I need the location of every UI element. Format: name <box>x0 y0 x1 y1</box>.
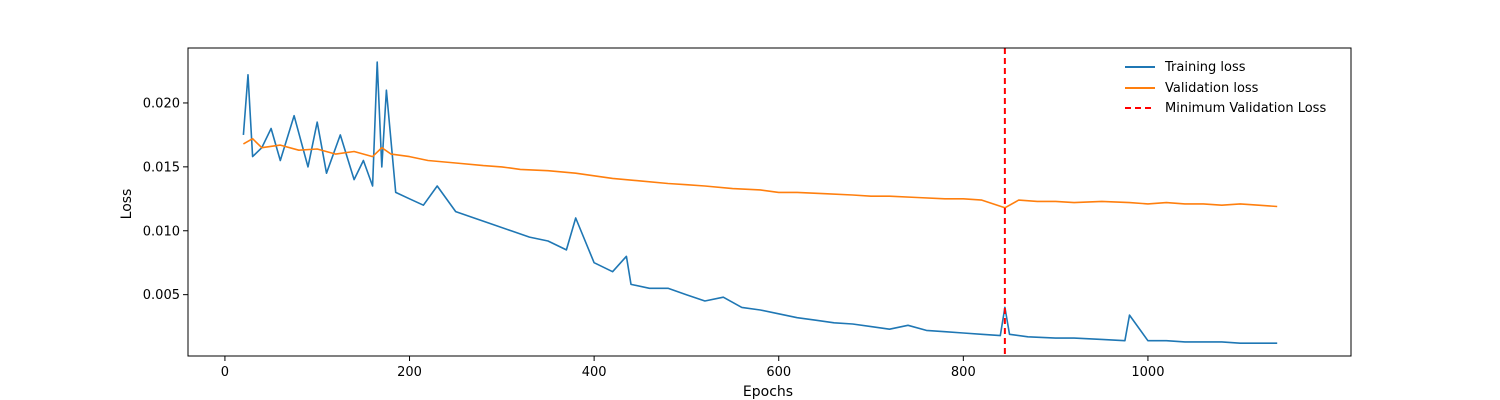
x-axis-ticks: 0 200 400 600 800 1000 <box>221 356 1164 380</box>
x-axis-label: Epochs <box>743 384 793 400</box>
series-line-training <box>242 61 1278 344</box>
x-tick-label: 1000 <box>1131 365 1164 380</box>
y-tick-label: 0.010 <box>143 224 180 239</box>
legend: Training loss Validation loss Minimum Va… <box>1125 60 1326 116</box>
x-tick-label: 400 <box>582 365 607 380</box>
series-line-validation <box>243 137 1278 209</box>
x-tick-label: 800 <box>951 365 976 380</box>
x-tick-label: 0 <box>221 365 229 380</box>
plot-frame <box>187 47 1352 357</box>
plot-lines <box>242 48 1278 356</box>
y-tick-label: 0.005 <box>143 288 180 303</box>
legend-label-validation: Validation loss <box>1165 81 1259 96</box>
y-tick-label: 0.020 <box>143 96 180 111</box>
x-tick-label: 200 <box>397 365 422 380</box>
x-tick-label: 600 <box>766 365 791 380</box>
legend-label-training: Training loss <box>1164 60 1246 75</box>
y-axis-ticks: 0.005 0.010 0.015 0.020 <box>143 96 188 303</box>
y-tick-label: 0.015 <box>143 160 180 175</box>
legend-label-min-val: Minimum Validation Loss <box>1165 101 1326 116</box>
y-axis-label: Loss <box>119 189 135 220</box>
